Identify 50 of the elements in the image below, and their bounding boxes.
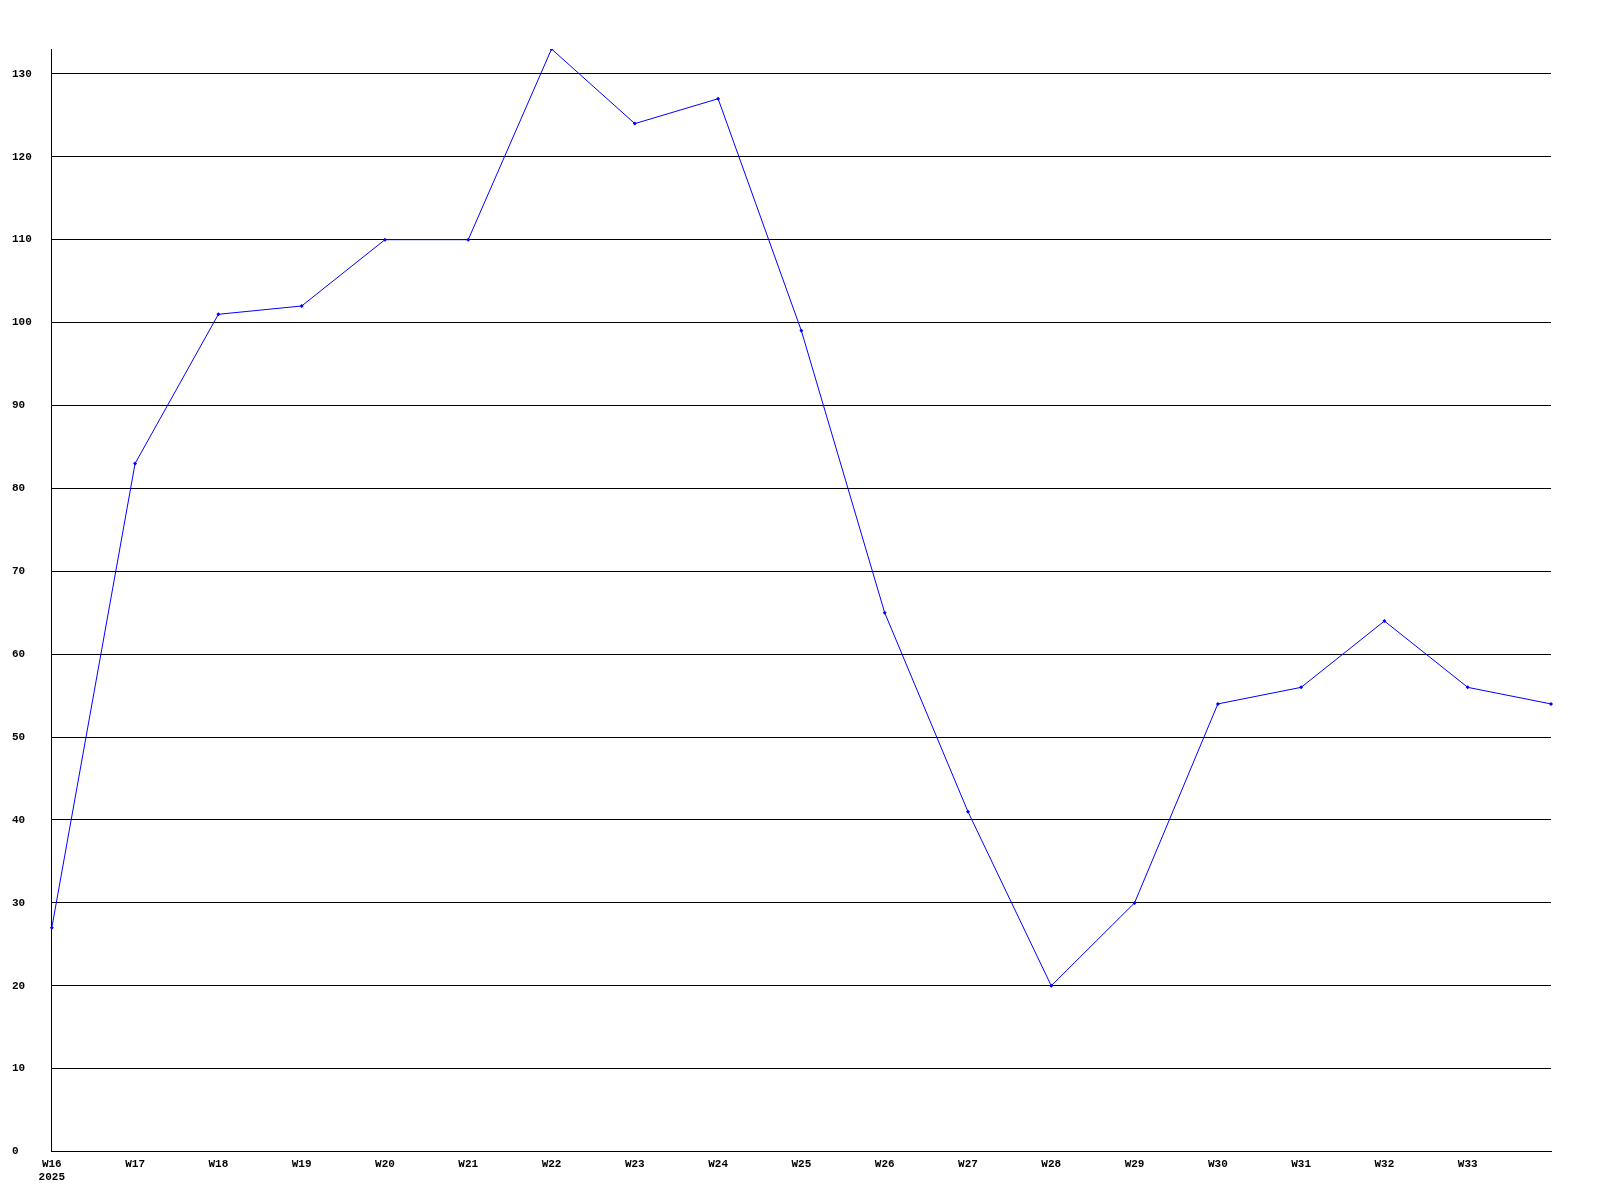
x-tick-label: W33 [1457, 1157, 1479, 1170]
x-tick-label: W29 [1124, 1157, 1145, 1170]
x-tick-label: W25 [791, 1157, 812, 1170]
point [1382, 619, 1387, 624]
y-tick-label: 110 [12, 233, 32, 246]
point [133, 461, 138, 466]
x-tick-label: W31 [1291, 1157, 1312, 1170]
x-tick-label: W23 [624, 1157, 646, 1170]
x-tick-label: W30 [1207, 1157, 1228, 1170]
x-tick-label: W32 [1374, 1157, 1395, 1170]
point [1215, 701, 1220, 706]
point [1465, 685, 1470, 690]
x-tick-label: W28 [1041, 1157, 1062, 1170]
x-tick-label: W27 [958, 1157, 978, 1170]
x-tick-label: W22 [541, 1157, 562, 1170]
point [632, 121, 637, 126]
x-tick-label: W16 2025 [38, 1157, 66, 1184]
point [1549, 701, 1553, 706]
y-tick-label: 70 [12, 565, 26, 578]
x-tick-label: W17 [125, 1157, 145, 1170]
y-tick-label: 30 [12, 896, 26, 909]
point [882, 610, 887, 615]
x-tick-label: W26 [874, 1157, 895, 1170]
y-tick-label: 50 [12, 730, 26, 743]
point [1049, 983, 1054, 988]
x-tick-label: W21 [458, 1157, 479, 1170]
x-tick-label: W19 [291, 1157, 312, 1170]
x-tick-label: W24 [708, 1157, 729, 1170]
y-tick-label: 60 [12, 647, 26, 660]
y-tick-label: 80 [12, 482, 26, 495]
y-tick-label: 20 [12, 979, 26, 992]
point [382, 237, 387, 242]
y-tick-label: 90 [12, 399, 26, 412]
y-tick-label: 130 [12, 67, 32, 80]
point [716, 96, 721, 101]
y-tick-label: 40 [12, 813, 26, 826]
point [1132, 900, 1137, 905]
x-tick-label: W20 [375, 1157, 395, 1170]
y-tick-label: 100 [12, 316, 32, 329]
point [466, 237, 471, 242]
x-tick-label: W18 [208, 1157, 229, 1170]
y-tick-label: 120 [12, 150, 32, 163]
y-tick-label: 10 [12, 1062, 26, 1075]
point [216, 312, 221, 317]
point [49, 925, 54, 930]
point [299, 304, 304, 308]
y-tick-label: 0 [12, 1145, 19, 1158]
point [965, 809, 970, 814]
point [799, 328, 804, 333]
point [1299, 685, 1304, 690]
